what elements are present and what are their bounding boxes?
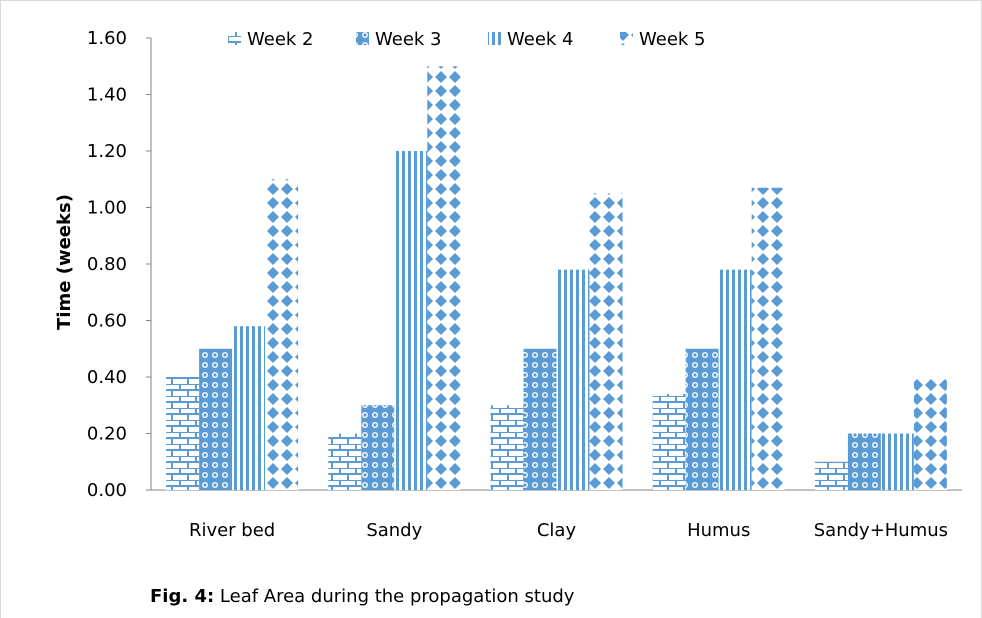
caption-text: Leaf Area during the propagation study [214, 586, 575, 607]
x-category-label: Clay [537, 520, 577, 541]
bar-week-5-clay [589, 193, 623, 490]
bar-week-5-sandy-humus [913, 377, 947, 490]
bar-week-2-humus [652, 393, 686, 490]
bar-week-3-sandy-humus [847, 433, 881, 490]
legend: Week 2 Week 3 Week 4 Week 5 [228, 29, 706, 50]
bar-week-4-river-bed [232, 326, 266, 490]
x-category-label: Sandy+Humus [814, 520, 948, 541]
x-category-label: River bed [189, 520, 275, 541]
y-tick-label: 0.60 [87, 311, 127, 332]
y-axis-title: Time (weeks) [54, 194, 75, 330]
y-tick-labels: 0.00 0.20 0.40 0.60 0.80 1.00 1.20 1.40 1.60 [87, 28, 151, 501]
legend-label: Week 5 [639, 29, 706, 50]
bar-week-3-humus [685, 348, 719, 490]
bar-week-2-sandy-humus [814, 461, 848, 490]
bar-week-4-clay [556, 269, 590, 490]
bar-week-4-sandy-humus [880, 433, 914, 490]
legend-label: Week 2 [247, 29, 314, 50]
bar-week-3-sandy [361, 405, 395, 490]
y-tick-label: 1.60 [87, 28, 127, 49]
legend-swatch [620, 32, 633, 45]
caption-label: Fig. 4: [150, 586, 215, 607]
legend-label: Week 3 [375, 29, 442, 50]
legend-swatch [228, 32, 241, 45]
bar-week-4-sandy [394, 151, 428, 490]
bar-week-3-clay [523, 348, 557, 490]
y-tick-label: 1.00 [87, 198, 127, 219]
y-tick-label: 0.80 [87, 254, 127, 275]
y-tick-label: 0.20 [87, 424, 127, 445]
y-tick-label: 1.40 [87, 85, 127, 106]
x-category-label: Sandy [366, 520, 422, 541]
bar-week-2-sandy [328, 433, 362, 490]
bar-week-2-river-bed [166, 377, 200, 490]
legend-label: Week 4 [507, 29, 574, 50]
category-labels: River bed Sandy Clay Humus Sandy+Humus [189, 520, 948, 541]
y-tick-label: 1.20 [87, 141, 127, 162]
bar-week-3-river-bed [199, 348, 233, 490]
bar-week-5-river-bed [265, 179, 299, 490]
bar-week-4-humus [718, 269, 752, 490]
bars [166, 66, 947, 490]
bar-week-2-clay [490, 405, 524, 490]
figure-caption: Fig. 4: Leaf Area during the propagation… [150, 586, 574, 607]
y-tick-label: 0.00 [87, 480, 127, 501]
x-category-label: Humus [687, 520, 750, 541]
y-tick-label: 0.40 [87, 367, 127, 388]
legend-swatch [356, 32, 369, 45]
bar-week-5-humus [751, 187, 785, 490]
legend-swatch [488, 32, 501, 45]
bar-week-5-sandy [427, 66, 461, 490]
